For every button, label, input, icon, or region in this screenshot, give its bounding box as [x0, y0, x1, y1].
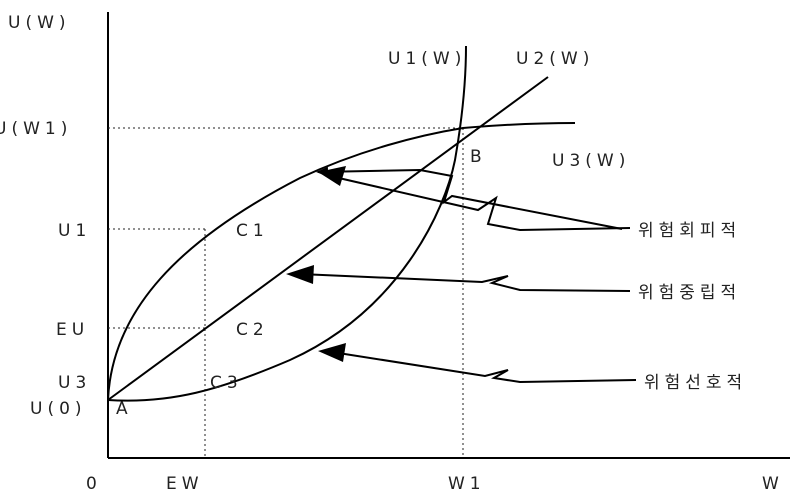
- tick-ew: EW: [166, 474, 204, 494]
- annotation-risk-averse: 위험회피적: [638, 221, 741, 241]
- point-a: A: [116, 399, 133, 419]
- label-u2w: U2(W): [516, 49, 594, 69]
- tick-u1: U1: [58, 221, 91, 241]
- tick-w1: W1: [448, 474, 486, 494]
- arrow-risk-loving-path: [331, 351, 637, 384]
- arrow-risk-averse-head: [318, 166, 346, 186]
- arrow-risk-neutral-path: [299, 273, 631, 292]
- tick-u3: U3: [58, 373, 91, 393]
- linear-line-u2w: [107, 76, 549, 401]
- arrow-risk-neutral-head: [286, 265, 314, 284]
- point-b: B: [470, 147, 487, 167]
- tick-uw1: U(W1): [0, 119, 72, 139]
- origin-label: 0: [86, 474, 102, 494]
- point-c1: C1: [236, 221, 269, 241]
- concave-curve-u3w: [107, 122, 576, 401]
- label-u3w: U3(W): [552, 151, 630, 171]
- tick-u0: U(0): [30, 399, 87, 419]
- point-c2: C2: [236, 320, 269, 340]
- label-u1w: U1(W): [388, 49, 466, 69]
- y-axis-title: U(W): [8, 13, 71, 33]
- x-axis-title: W: [762, 474, 784, 494]
- arrow-risk-averse: [316, 166, 623, 230]
- arrow-risk-averse-path: [329, 175, 631, 232]
- point-c3: C3: [210, 373, 243, 393]
- tick-eu: EU: [56, 320, 89, 340]
- annotation-risk-loving: 위험선호적: [644, 373, 747, 393]
- convex-curve-u1w: [107, 45, 467, 402]
- arrow-risk-loving-head: [318, 343, 346, 362]
- annotation-risk-neutral: 위험중립적: [638, 283, 741, 303]
